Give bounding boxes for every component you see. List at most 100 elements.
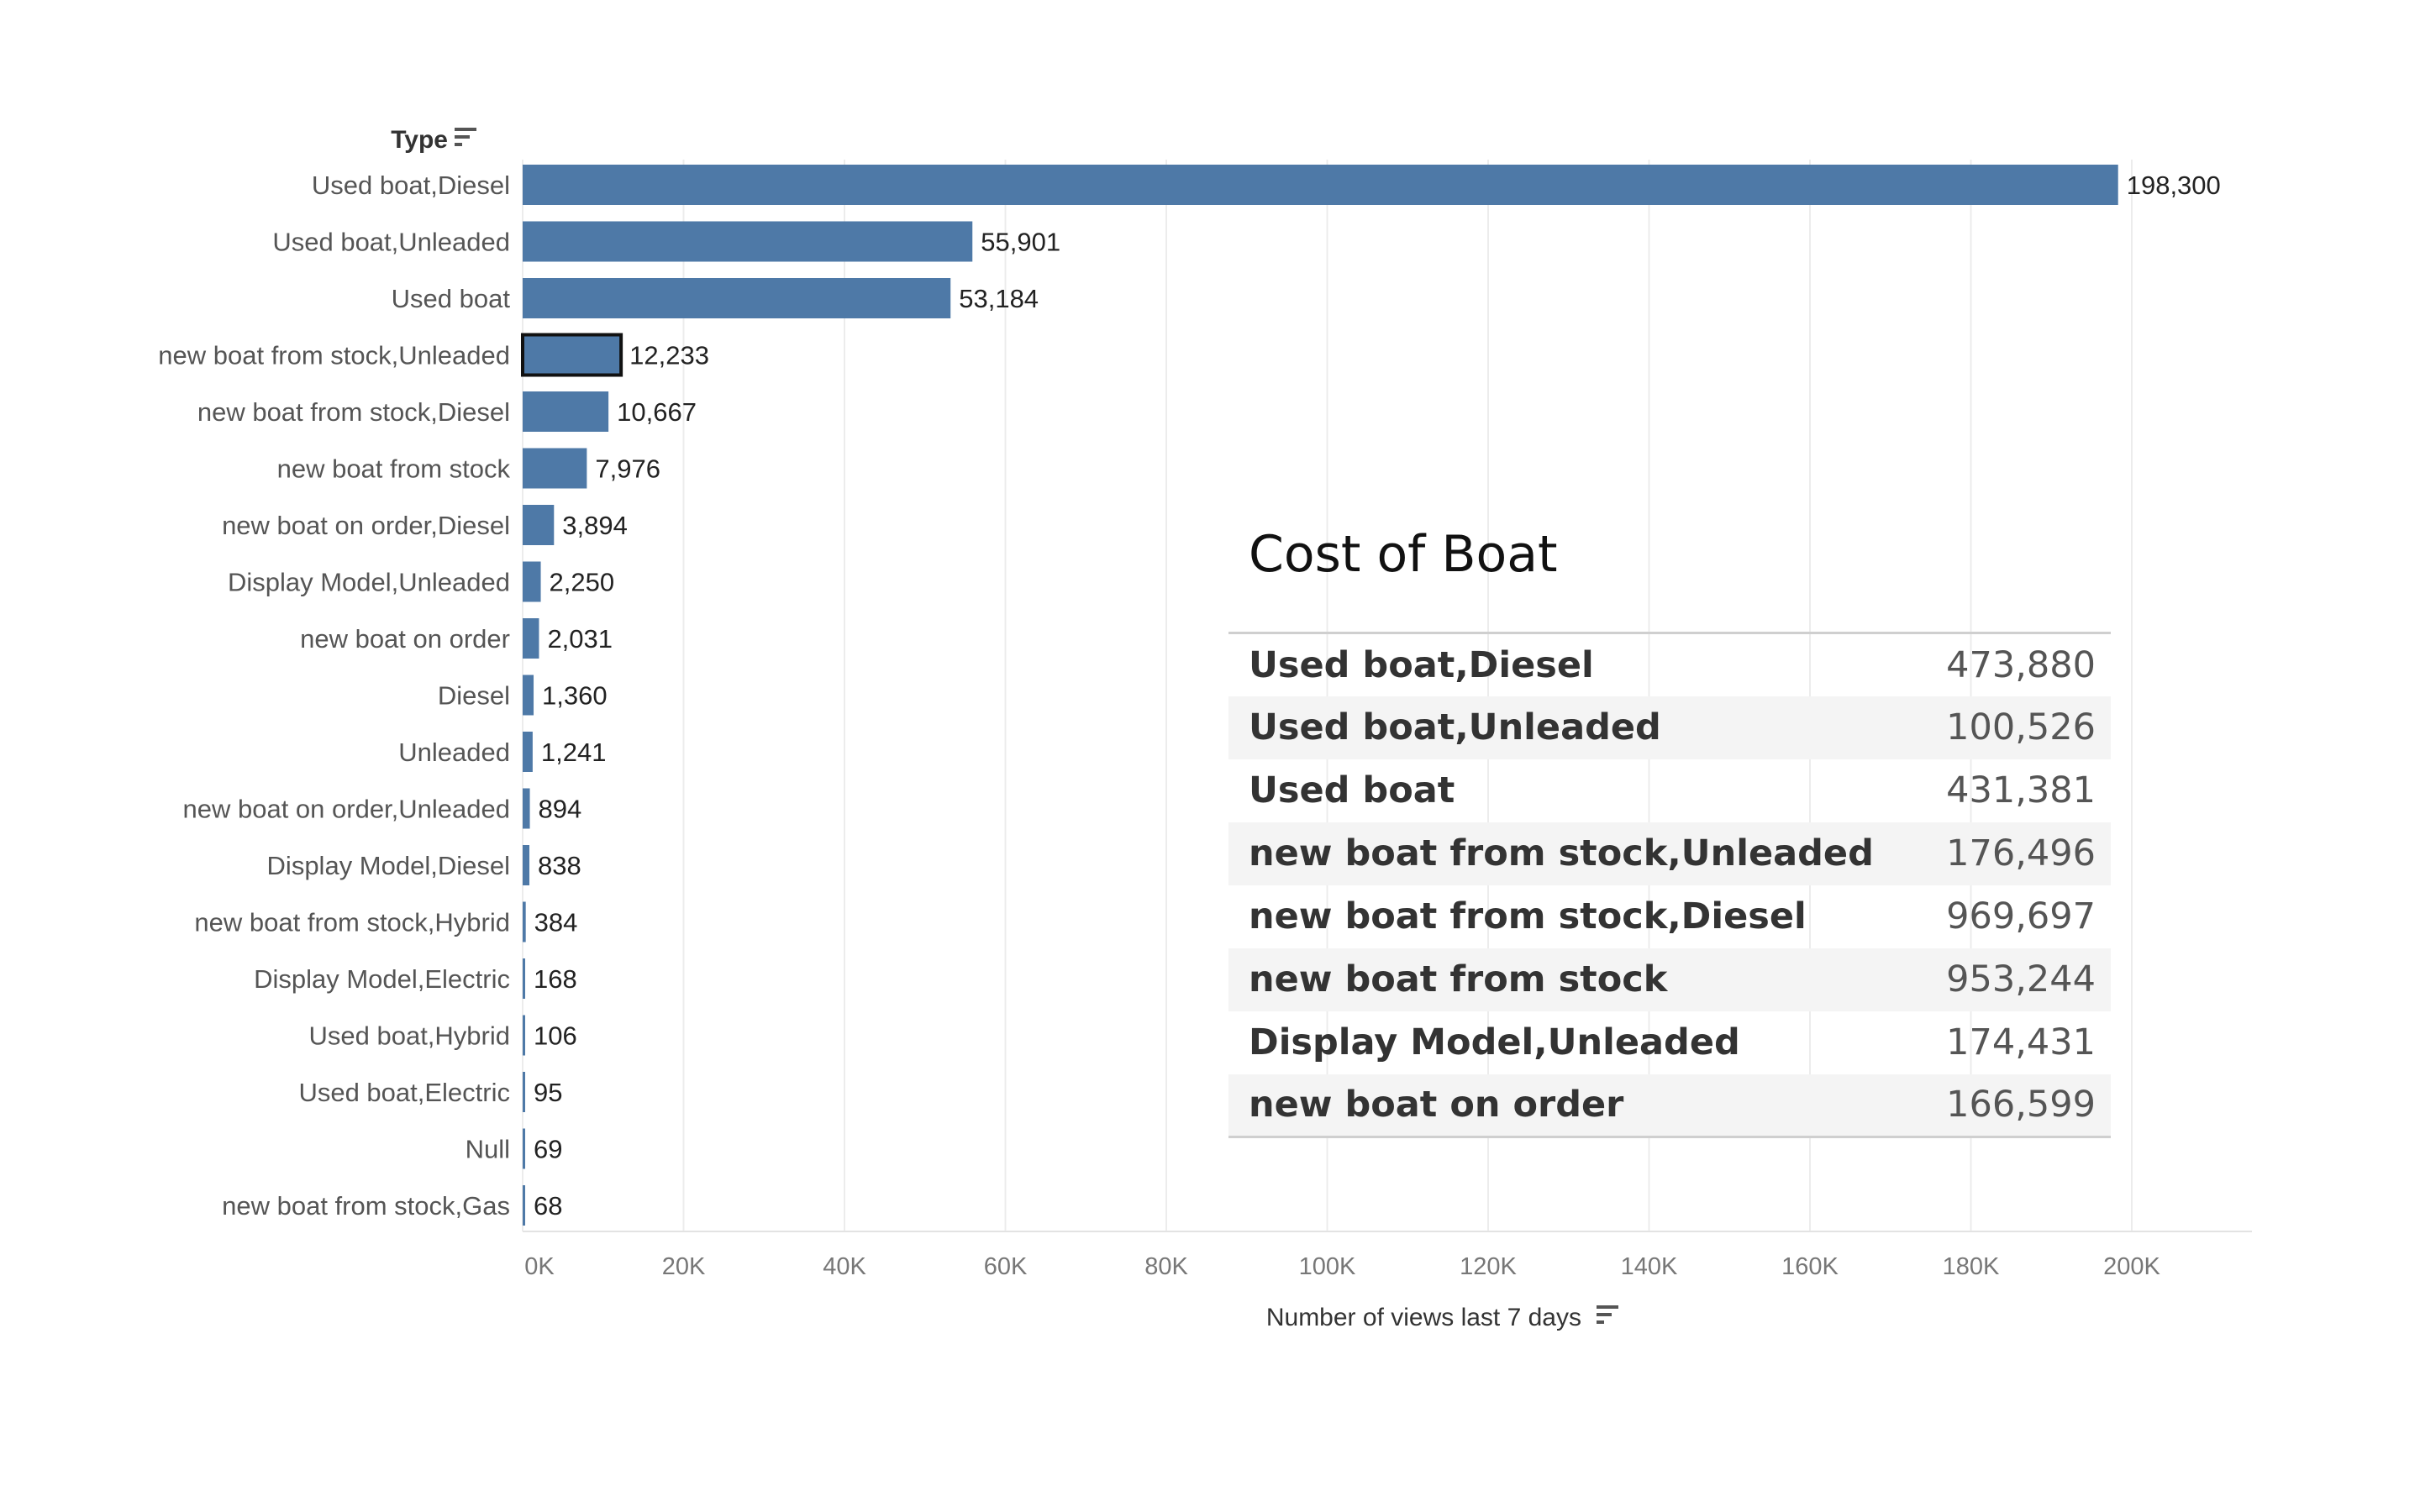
type-sort-icon[interactable] [455, 128, 476, 146]
x-tick-label: 180K [1943, 1253, 2000, 1280]
category-label[interactable]: new boat from stock [277, 454, 511, 484]
type-header: Type [391, 126, 448, 154]
category-label[interactable]: Display Model,Diesel [267, 851, 510, 880]
cost-row-name: Display Model,Unleaded [1249, 1021, 1740, 1063]
x-tick-label: 60K [984, 1253, 1028, 1280]
chart-header: Type [391, 126, 476, 154]
cost-row-value: 431,381 [1946, 769, 2096, 811]
category-label[interactable]: new boat from stock,Hybrid [194, 908, 510, 937]
bar[interactable] [523, 618, 539, 659]
cost-of-boat-table: Used boat,Diesel 473,880 Used boat,Unleade… [1228, 632, 2111, 1138]
category-label[interactable]: Used boat,Hybrid [308, 1021, 510, 1051]
cost-row-name: new boat from stock [1228, 948, 1918, 1011]
bar[interactable] [523, 845, 530, 885]
category-label[interactable]: Diesel [438, 681, 510, 711]
category-label[interactable]: new boat from stock,Gas [222, 1191, 510, 1221]
category-label[interactable]: Used boat,Electric [298, 1078, 510, 1107]
bar-value-label: 53,184 [959, 284, 1039, 313]
bar[interactable] [523, 561, 541, 602]
bar[interactable] [523, 788, 530, 829]
cost-table-row: Used boat,Diesel 473,880 [1228, 633, 2111, 696]
bar[interactable] [523, 221, 973, 262]
x-tick-label: 120K [1460, 1253, 1517, 1280]
x-tick-label: 20K [662, 1253, 706, 1280]
bar-value-label: 12,233 [629, 341, 709, 370]
cost-row-value: 176,496 [1918, 822, 2111, 885]
category-label[interactable]: Display Model,Unleaded [228, 568, 510, 597]
bar-value-label: 2,031 [547, 624, 613, 654]
bar[interactable] [523, 165, 2118, 205]
cost-row-value: 969,697 [1946, 895, 2096, 937]
category-label[interactable]: Used boat [392, 284, 511, 313]
category-label[interactable]: new boat from stock,Diesel [197, 397, 510, 427]
category-label[interactable]: new boat from stock,Unleaded [158, 341, 510, 370]
bar-value-label: 68 [534, 1191, 562, 1221]
category-label[interactable]: new boat on order,Diesel [222, 511, 510, 540]
bar-value-label: 894 [539, 795, 582, 824]
cost-row-name: Used boat,Diesel [1249, 643, 1594, 686]
bar[interactable] [523, 901, 526, 942]
x-tick-label: 100K [1299, 1253, 1356, 1280]
x-tick-label: 140K [1621, 1253, 1678, 1280]
category-label[interactable]: Used boat,Unleaded [272, 228, 510, 257]
bar-value-label: 106 [534, 1021, 577, 1051]
cost-table-row: Used boat 431,381 [1228, 759, 2111, 822]
bar[interactable] [523, 1015, 525, 1056]
bar-value-label: 2,250 [550, 568, 615, 597]
category-label[interactable]: Unleaded [398, 738, 510, 767]
bar[interactable] [523, 448, 587, 489]
cost-table-row: Used boat,Unleaded 100,526 [1228, 696, 2111, 759]
cost-row-value: 166,599 [1918, 1074, 2111, 1137]
bar[interactable] [523, 278, 951, 318]
bar-value-label: 198,300 [2127, 171, 2221, 200]
bar[interactable] [523, 391, 609, 432]
bar[interactable] [523, 958, 525, 999]
bar[interactable] [523, 1072, 525, 1112]
bar[interactable] [523, 1128, 525, 1169]
x-tick-label: 80K [1144, 1253, 1188, 1280]
cost-row-name: Used boat,Unleaded [1228, 696, 1918, 759]
cost-row-value: 473,880 [1946, 643, 2096, 686]
bar[interactable] [523, 505, 555, 545]
cost-row-name: new boat from stock,Diesel [1249, 895, 1807, 937]
bar[interactable] [523, 1185, 525, 1226]
x-axis: Number of views last 7 days 0K 20K 40K 60K 8… [523, 1231, 2252, 1331]
bar[interactable] [523, 732, 533, 772]
cost-of-boat-title: Cost of Boat [1249, 525, 1558, 584]
category-label[interactable]: Display Model,Electric [254, 964, 510, 994]
x-axis-title: Number of views last 7 days [1266, 1304, 1581, 1331]
bar[interactable] [521, 333, 623, 377]
category-label[interactable]: new boat on order [300, 624, 510, 654]
cost-table-row: new boat from stock,Diesel 969,697 [1228, 885, 2111, 948]
cost-row-name: new boat on order [1228, 1074, 1918, 1137]
x-tick-label: 0K [524, 1253, 555, 1280]
category-label[interactable]: Null [466, 1135, 510, 1164]
bar-value-label: 7,976 [595, 454, 660, 484]
bar[interactable] [523, 675, 534, 716]
x-tick-label: 40K [823, 1253, 866, 1280]
bar-value-label: 95 [534, 1078, 562, 1107]
bars: Used boat,Diesel 198,300 Used boat,Unleade… [158, 165, 2221, 1226]
cost-table-row: Display Model,Unleaded 174,431 [1228, 1011, 2111, 1074]
bar-value-label: 1,241 [541, 738, 607, 767]
bar-value-label: 168 [534, 964, 577, 994]
cost-row-value: 174,431 [1946, 1021, 2096, 1063]
cost-table-row: new boat on order 166,599 [1228, 1074, 2111, 1137]
bar-value-label: 10,667 [617, 397, 697, 427]
bar-value-label: 3,894 [562, 511, 628, 540]
cost-row-value: 953,244 [1918, 948, 2111, 1011]
x-tick-label: 160K [1781, 1253, 1839, 1280]
category-label[interactable]: Used boat,Diesel [312, 171, 510, 200]
bar-value-label: 1,360 [542, 681, 608, 711]
gridlines [522, 160, 2133, 1231]
cost-row-value: 100,526 [1918, 696, 2111, 759]
cost-table-row: new boat from stock 953,244 [1228, 948, 2111, 1011]
x-tick-label: 200K [2103, 1253, 2160, 1280]
category-label[interactable]: new boat on order,Unleaded [182, 795, 510, 824]
bar-value-label: 55,901 [981, 228, 1060, 257]
x-axis-sort-icon[interactable] [1597, 1305, 1618, 1324]
cost-table-row: new boat from stock,Unleaded 176,496 [1228, 822, 2111, 885]
bar-value-label: 69 [534, 1135, 562, 1164]
